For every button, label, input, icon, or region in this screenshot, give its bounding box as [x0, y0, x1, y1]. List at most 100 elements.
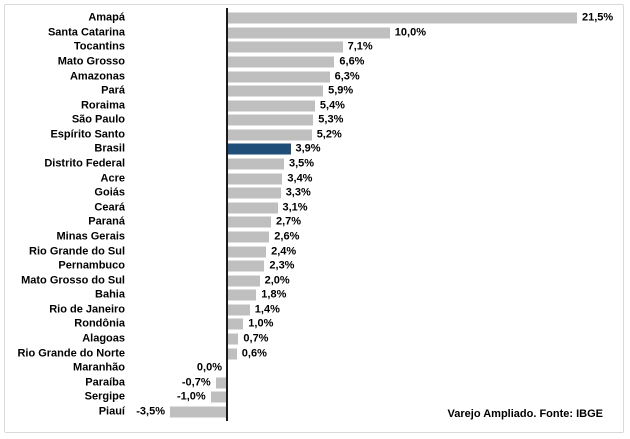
category-label: Sergipe [84, 390, 125, 403]
bar [227, 187, 281, 199]
chart-row: Amazonas 6,3% [5, 69, 623, 84]
category-label: Minas Gerais [56, 230, 125, 243]
value-label: -1,0% [176, 390, 206, 403]
chart-row: Ceará 3,1% [5, 201, 623, 216]
bar [227, 348, 237, 360]
chart-row: Piauí -3,5% [5, 405, 623, 420]
category-label: Ceará [94, 201, 125, 214]
chart-row: Acre 3,4% [5, 171, 623, 186]
bar [227, 56, 335, 68]
chart-rows: Amapá 21,5% Santa Catarina 10,0% Tocantins 7,… [5, 11, 623, 419]
bar [170, 406, 227, 418]
value-label: 0,7% [243, 332, 269, 345]
bar [227, 246, 267, 258]
value-label: 5,4% [319, 99, 345, 112]
bar [227, 85, 324, 97]
value-label: 2,0% [264, 274, 290, 287]
chart-row: Mato Grosso 6,6% [5, 55, 623, 70]
chart-row: Brasil 3,9% [5, 142, 623, 157]
value-label: 3,1% [282, 201, 308, 214]
chart-row: Espírito Santo 5,2% [5, 128, 623, 143]
category-label: Alagoas [82, 332, 125, 345]
chart-row: Rio de Janeiro 1,4% [5, 303, 623, 318]
bar [227, 12, 577, 24]
bar [210, 391, 227, 403]
chart-row: Alagoas 0,7% [5, 332, 623, 347]
bar [227, 114, 314, 126]
value-label: 0,6% [241, 347, 267, 360]
value-label: 3,4% [287, 172, 313, 185]
category-label: Acre [100, 172, 125, 185]
chart-row: São Paulo 5,3% [5, 113, 623, 128]
category-label: Rondônia [74, 317, 125, 330]
category-label: Pará [101, 84, 125, 97]
bar [227, 202, 278, 214]
category-label: Santa Catarina [47, 26, 125, 39]
category-label: Piauí [98, 405, 125, 418]
chart-row: Mato Grosso do Sul 2,0% [5, 273, 623, 288]
value-label: 0,0% [196, 361, 222, 374]
source-note: Varejo Ampliado. Fonte: IBGE [447, 408, 603, 420]
value-label: 7,1% [347, 40, 373, 53]
chart-row: Distrito Federal 3,5% [5, 157, 623, 172]
value-label: 5,3% [318, 113, 344, 126]
category-label: Pernambuco [58, 259, 125, 272]
chart-row: Maranhão 0,0% [5, 361, 623, 376]
bar [227, 71, 330, 83]
category-label: Mato Grosso do Sul [21, 274, 125, 287]
category-label: Amapá [88, 11, 125, 24]
value-label: 2,7% [276, 215, 302, 228]
category-label: Paraíba [85, 376, 125, 389]
bar [227, 100, 315, 112]
category-label: Goiás [94, 186, 125, 199]
bar [227, 304, 250, 316]
chart-row: Rio Grande do Norte 0,6% [5, 346, 623, 361]
value-label: 3,5% [289, 157, 315, 170]
bar [227, 158, 284, 170]
value-label: 3,9% [295, 142, 321, 155]
chart-row: Pará 5,9% [5, 84, 623, 99]
chart-row: Rondônia 1,0% [5, 317, 623, 332]
chart-row: Pernambuco 2,3% [5, 259, 623, 274]
category-label: Brasil [94, 142, 125, 155]
chart-frame: Amapá 21,5% Santa Catarina 10,0% Tocantins 7,… [4, 4, 624, 433]
category-label: Espírito Santo [50, 128, 125, 141]
category-label: São Paulo [71, 113, 125, 126]
category-label: Tocantins [73, 40, 125, 53]
value-label: 1,0% [248, 317, 274, 330]
bar [227, 333, 239, 345]
chart-row: Minas Gerais 2,6% [5, 230, 623, 245]
category-label: Bahia [95, 288, 125, 301]
value-label: 2,6% [274, 230, 300, 243]
chart-row: Paraná 2,7% [5, 215, 623, 230]
category-label: Rio de Janeiro [49, 303, 125, 316]
value-label: -0,7% [181, 376, 211, 389]
value-label: 6,3% [334, 70, 360, 83]
value-label: 21,5% [582, 11, 614, 24]
value-label: 1,4% [254, 303, 280, 316]
bar [227, 231, 270, 243]
category-label: Maranhão [73, 361, 125, 374]
bar [227, 275, 260, 287]
category-label: Rio Grande do Sul [29, 245, 125, 258]
bar [215, 377, 227, 389]
chart-row: Sergipe -1,0% [5, 390, 623, 405]
chart-row: Paraíba -0,7% [5, 375, 623, 390]
value-label: 10,0% [394, 26, 426, 39]
value-label: 3,3% [285, 186, 311, 199]
category-label: Paraná [88, 215, 125, 228]
chart-row: Santa Catarina 10,0% [5, 26, 623, 41]
bar [227, 260, 265, 272]
value-label: 2,4% [271, 245, 297, 258]
category-label: Rio Grande do Norte [17, 347, 125, 360]
bar [227, 129, 312, 141]
bar-highlight [227, 143, 291, 155]
bar [227, 216, 271, 228]
chart-row: Bahia 1,8% [5, 288, 623, 303]
bar [227, 318, 244, 330]
category-label: Roraima [80, 99, 125, 112]
zero-axis-line [226, 8, 228, 421]
category-label: Distrito Federal [44, 157, 125, 170]
bar [227, 173, 283, 185]
value-label: -3,5% [136, 405, 165, 418]
